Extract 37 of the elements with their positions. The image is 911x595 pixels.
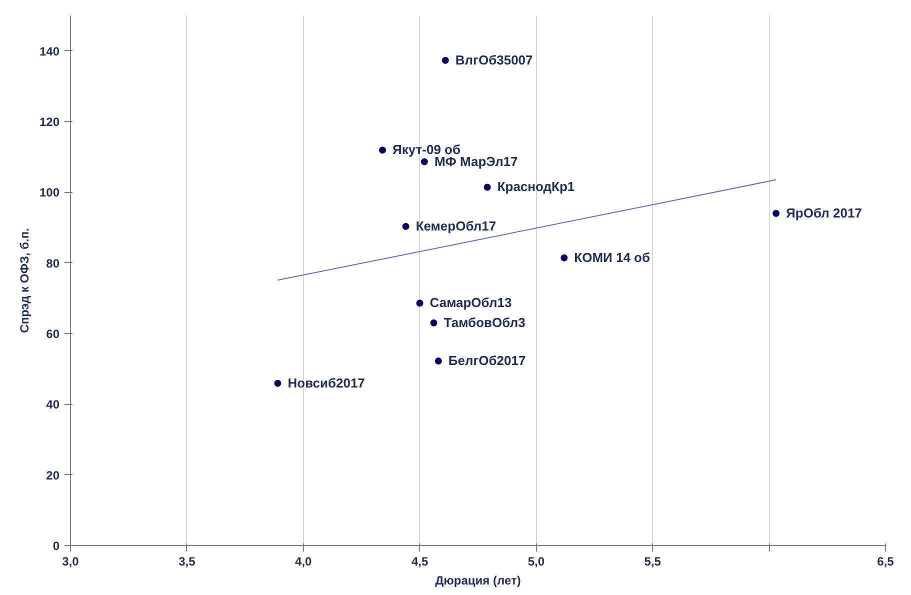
annotation: ТамбовОбл3 — [444, 314, 526, 330]
point — [402, 222, 410, 230]
y-axis-title: Спрэд к ОФЗ, б.п. — [17, 228, 32, 333]
x-tick-label: 6,5 — [877, 554, 894, 568]
annotation: БелгОб2017 — [448, 353, 526, 368]
x-tick-label: 3,0 — [62, 554, 80, 568]
point — [420, 158, 428, 166]
y-tick-label: 20 — [46, 468, 60, 482]
annotation: Новсиб2017 — [288, 375, 365, 390]
x-tick-label: 5,0 — [528, 554, 545, 568]
x-tick-label: 4,0 — [295, 554, 312, 568]
point — [416, 300, 424, 307]
x-tick-label: 3,5 — [178, 554, 196, 568]
annotation: СамарОбл13 — [430, 295, 512, 310]
annotation: ЯрОбл 2017 — [786, 205, 862, 220]
y-tick-label: 140 — [39, 44, 60, 58]
point — [442, 56, 449, 64]
annotation: ВлгОб35007 — [455, 52, 533, 68]
annotation: КОМИ 14 об — [574, 250, 650, 265]
y-tick-label: 80 — [46, 256, 60, 270]
point — [560, 254, 568, 262]
annotation: КраснодКр1 — [497, 179, 575, 194]
y-tick-label: 100 — [39, 186, 60, 200]
y-tick-label: 40 — [46, 398, 60, 412]
y-tick-label: 60 — [46, 327, 60, 341]
point — [430, 319, 438, 326]
point — [434, 358, 442, 365]
point — [484, 184, 491, 191]
annotation: КемерОбл17 — [416, 218, 496, 234]
point — [274, 380, 282, 387]
point — [772, 210, 780, 217]
x-tick-label: 5,5 — [644, 554, 662, 568]
y-tick-label: 120 — [39, 115, 60, 129]
x-tick-label: 4,5 — [411, 554, 428, 568]
x-axis-title: Дюрация (лет) — [435, 574, 521, 588]
point — [379, 146, 386, 154]
y-tick-label: 0 — [52, 539, 60, 553]
